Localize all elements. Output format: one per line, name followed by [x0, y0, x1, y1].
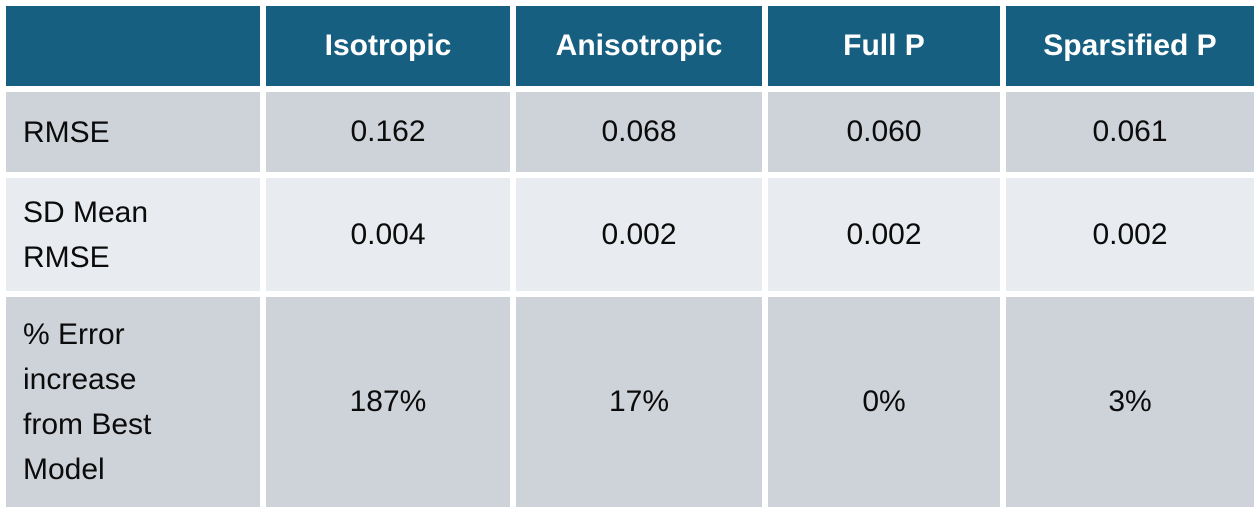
cell-sd-sparsified-p: 0.002	[1006, 178, 1254, 291]
table-row-rmse: RMSE 0.162 0.068 0.060 0.061	[6, 92, 1254, 172]
header-row: Isotropic Anisotropic Full P Sparsified …	[6, 6, 1254, 86]
cell-err-sparsified-p: 3%	[1006, 297, 1254, 507]
row-label-error-increase: % Error increase from Best Model	[6, 297, 260, 507]
cell-rmse-anisotropic: 0.068	[516, 92, 762, 172]
row-label-rmse: RMSE	[6, 92, 260, 172]
cell-err-anisotropic: 17%	[516, 297, 762, 507]
column-header-sparsified-p: Sparsified P	[1006, 6, 1254, 86]
cell-sd-isotropic: 0.004	[266, 178, 510, 291]
corner-header-cell	[6, 6, 260, 86]
cell-err-full-p: 0%	[768, 297, 1000, 507]
cell-rmse-sparsified-p: 0.061	[1006, 92, 1254, 172]
cell-rmse-isotropic: 0.162	[266, 92, 510, 172]
cell-rmse-full-p: 0.060	[768, 92, 1000, 172]
cell-sd-anisotropic: 0.002	[516, 178, 762, 291]
column-header-anisotropic: Anisotropic	[516, 6, 762, 86]
row-label-sd-mean-rmse: SD Mean RMSE	[6, 178, 260, 291]
column-header-isotropic: Isotropic	[266, 6, 510, 86]
cell-sd-full-p: 0.002	[768, 178, 1000, 291]
column-header-full-p: Full P	[768, 6, 1000, 86]
cell-err-isotropic: 187%	[266, 297, 510, 507]
table-row-sd-mean-rmse: SD Mean RMSE 0.004 0.002 0.002 0.002	[6, 178, 1254, 291]
table-row-error-increase: % Error increase from Best Model 187% 17…	[6, 297, 1254, 507]
